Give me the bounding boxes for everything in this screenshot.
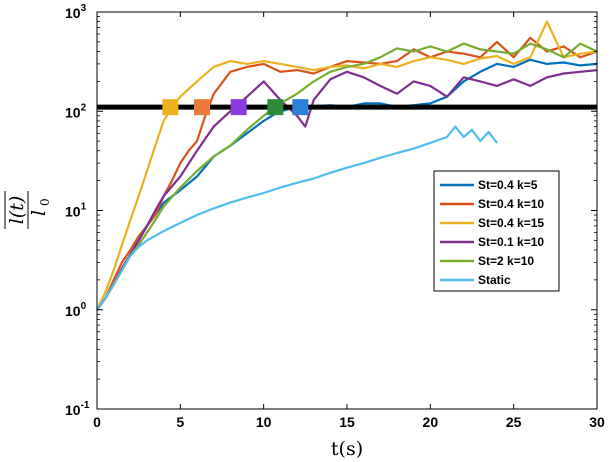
y-axis-label: l(t) l 0 <box>4 191 52 229</box>
y-tick-label: 101 <box>65 202 87 220</box>
legend-label: St=0.1 k=10 <box>478 235 544 249</box>
y-tick-label: 103 <box>65 3 87 21</box>
x-tick-label: 0 <box>93 414 101 430</box>
series-line-3 <box>96 20 598 311</box>
y-axis-label-denominator-subscript: 0 <box>38 198 52 206</box>
legend-items: St=0.4 k=5 St=0.4 k=10 St=0.4 k=15 St=0.1 k… <box>440 178 544 287</box>
x-axis-label: t(s) <box>331 438 363 460</box>
plot-area <box>96 11 598 410</box>
legend-label: St=2 k=10 <box>478 254 534 268</box>
axis-ticks: 0 5 10 15 20 25 30 10-1 100 101 102 103 <box>65 3 605 430</box>
y-tick-label: 102 <box>65 102 87 120</box>
x-tick-label: 30 <box>589 414 605 430</box>
threshold-marker-4 <box>267 99 284 116</box>
series-line-4 <box>96 69 598 311</box>
legend-label: Static <box>478 273 511 287</box>
threshold-marker-2 <box>194 99 210 116</box>
x-tick-label: 25 <box>506 414 522 430</box>
y-tick-label: 100 <box>65 301 87 319</box>
x-tick-label: 20 <box>423 414 439 430</box>
y-axis-label-numerator: l(t) <box>6 196 28 225</box>
legend-label: St=0.4 k=10 <box>478 197 544 211</box>
legend: St=0.4 k=5 St=0.4 k=10 St=0.4 k=15 St=0.1 k… <box>433 170 560 292</box>
y-axis-label-denominator: l <box>28 210 50 216</box>
legend-label: St=0.4 k=15 <box>478 216 544 230</box>
threshold-marker-5 <box>292 99 309 116</box>
legend-label: St=0.4 k=5 <box>478 178 538 192</box>
threshold-marker-1 <box>162 99 179 116</box>
x-tick-label: 15 <box>339 414 355 430</box>
threshold-marker-3 <box>230 99 247 116</box>
series-line-5 <box>96 42 598 311</box>
legend-box <box>433 170 560 292</box>
x-tick-label: 10 <box>256 414 272 430</box>
x-tick-label: 5 <box>176 414 184 430</box>
series-line-6 <box>96 125 498 311</box>
y-tick-label: 10-1 <box>65 400 90 418</box>
